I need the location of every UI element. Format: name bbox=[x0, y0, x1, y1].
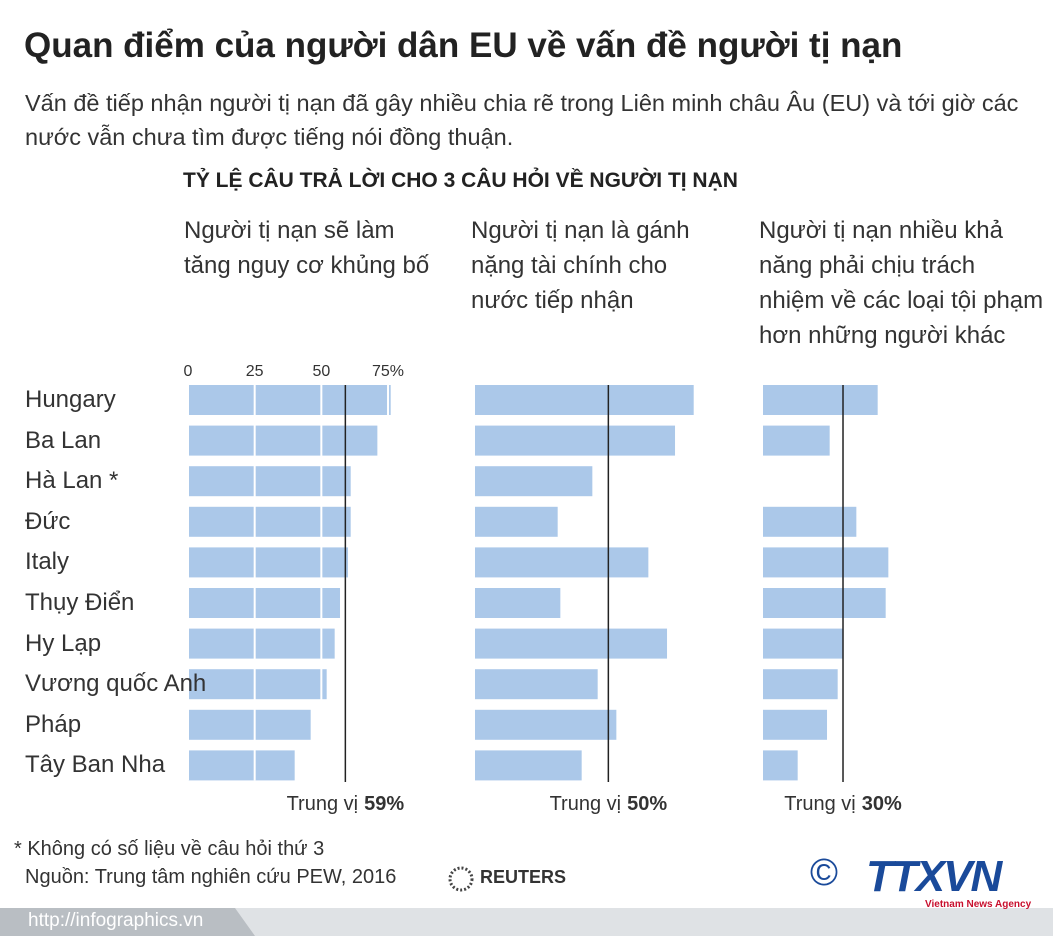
bar bbox=[763, 628, 844, 659]
bar bbox=[763, 547, 889, 578]
title: Quan điểm của người dân EU về vấn đề ngư… bbox=[24, 26, 903, 65]
panel-title: Người tị nạn nhiều khả năng phải chịu tr… bbox=[759, 217, 1044, 349]
bar bbox=[763, 709, 828, 740]
median-label: Trung vị 30% bbox=[733, 793, 953, 816]
bar bbox=[475, 385, 694, 415]
median-value: 30% bbox=[861, 793, 902, 815]
bar bbox=[475, 425, 676, 456]
bar bbox=[763, 588, 886, 618]
source: Nguồn: Trung tâm nghiên cứu PEW, 2016 bbox=[25, 866, 397, 888]
bar bbox=[475, 506, 558, 537]
agency-logo: TTXVN bbox=[866, 852, 1002, 901]
bar bbox=[188, 466, 351, 497]
bar bbox=[475, 709, 617, 740]
category-label: Hà Lan * bbox=[25, 467, 119, 495]
median-label: Trung vị 59% bbox=[235, 793, 455, 816]
median-value: 50% bbox=[627, 793, 668, 815]
bar bbox=[188, 425, 378, 456]
bar bbox=[188, 588, 341, 618]
category-label: Pháp bbox=[25, 710, 82, 738]
bar bbox=[475, 547, 649, 578]
bar bbox=[763, 750, 798, 781]
bar bbox=[763, 385, 878, 415]
footer-band bbox=[0, 908, 1053, 936]
source-logo: REUTERS bbox=[480, 867, 567, 887]
bar bbox=[763, 506, 857, 537]
bar bbox=[188, 669, 327, 700]
category-label: Vương quốc Anh bbox=[25, 670, 207, 698]
median-text: Trung vị bbox=[784, 793, 856, 815]
bar bbox=[475, 628, 668, 659]
bar bbox=[188, 628, 335, 659]
bar bbox=[475, 588, 561, 618]
reuters-icon bbox=[448, 866, 474, 892]
x-tick-label: 25 bbox=[246, 363, 264, 380]
bar bbox=[763, 425, 830, 456]
category-label: Thụy Điển bbox=[25, 589, 135, 616]
median-value: 59% bbox=[364, 793, 405, 815]
bar bbox=[188, 506, 351, 537]
bar bbox=[188, 750, 295, 781]
bar bbox=[475, 466, 593, 497]
median-label: Trung vị 50% bbox=[498, 793, 718, 816]
bar bbox=[188, 385, 391, 415]
category-label: Đức bbox=[25, 507, 71, 535]
section-title: TỶ LỆ CÂU TRẢ LỜI CHO 3 CÂU HỎI VỀ NGƯỜI… bbox=[183, 169, 738, 192]
url-band bbox=[0, 908, 255, 936]
category-label: Ba Lan bbox=[25, 426, 102, 454]
category-label: Tây Ban Nha bbox=[25, 751, 166, 779]
panel-title: Người tị nạn sẽ làm tăng nguy cơ khủng b… bbox=[184, 217, 430, 279]
bar bbox=[475, 750, 582, 781]
x-tick-label: 50 bbox=[312, 363, 330, 380]
category-label: Hungary bbox=[25, 386, 116, 413]
x-tick-label: 0 bbox=[184, 363, 193, 380]
bar bbox=[188, 709, 311, 740]
agency-subtitle: Vietnam News Agency bbox=[925, 899, 1032, 910]
subtitle: Vấn đề tiếp nhận người tị nạn đã gây nhi… bbox=[25, 90, 1019, 150]
category-label: Hy Lạp bbox=[25, 629, 102, 657]
median-text: Trung vị bbox=[549, 793, 622, 815]
panel-title: Người tị nạn là gánh nặng tài chính cho … bbox=[471, 217, 690, 314]
category-label: Italy bbox=[25, 548, 70, 576]
x-tick-label: 75% bbox=[372, 363, 404, 380]
median-text: Trung vị bbox=[286, 793, 359, 815]
copyright: © bbox=[810, 852, 838, 894]
bar bbox=[188, 547, 349, 578]
footnote: * Không có số liệu về câu hỏi thứ 3 bbox=[14, 838, 325, 860]
url: http://infographics.vn bbox=[28, 910, 204, 931]
bar bbox=[763, 669, 838, 700]
bar bbox=[475, 669, 598, 700]
